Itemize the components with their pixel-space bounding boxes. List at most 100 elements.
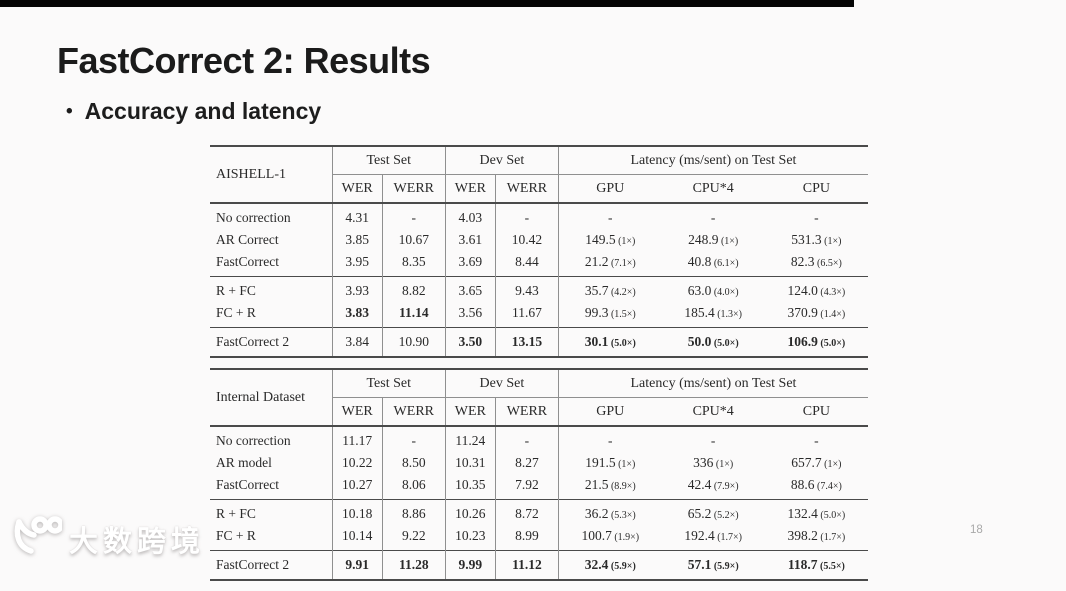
- value-cell: 132.4 (5.0×): [765, 500, 868, 526]
- value-cell: 63.0 (4.0×): [662, 277, 765, 303]
- cell-value: 3.69: [458, 254, 483, 269]
- cell-value: 3.84: [345, 334, 370, 349]
- cell-value: 336: [693, 455, 714, 470]
- value-cell: -: [765, 426, 868, 452]
- value-cell: 10.42: [494, 229, 559, 251]
- cell-value: 21.2: [584, 254, 609, 269]
- row-label: FC + R: [216, 528, 256, 543]
- column-header: GPU: [557, 397, 662, 427]
- cell-value: 13.15: [511, 334, 543, 349]
- column-header: WERR: [381, 174, 446, 204]
- row-label: FC + R: [216, 305, 256, 320]
- cell-value: 57.1: [687, 557, 712, 572]
- cell-value: 11.24: [455, 433, 486, 448]
- column-header: WERR: [494, 397, 559, 427]
- cell-value: -: [411, 210, 417, 225]
- cell-value: 9.43: [515, 283, 539, 298]
- value-cell: 8.82: [381, 276, 446, 302]
- value-cell: 8.35: [381, 251, 446, 277]
- value-cell: 106.9 (5.0×): [765, 328, 868, 358]
- cell-value: 100.7: [581, 528, 612, 543]
- cell-value: 10.26: [455, 506, 486, 521]
- cell-value: 42.4: [687, 477, 712, 492]
- value-cell: -: [494, 426, 559, 452]
- column-header: CPU*4: [661, 174, 765, 204]
- table-row: FastCorrect 10.27 8.06 10.35 7.92 21.5 (8.9×)…: [210, 474, 868, 500]
- value-cell: 9.22: [381, 525, 446, 551]
- cell-value: 3.65: [458, 283, 483, 298]
- cell-value: 10.22: [342, 455, 373, 470]
- cell-value: 118.7: [787, 557, 818, 572]
- value-cell: 191.5 (1×): [557, 452, 662, 474]
- cell-value: 8.82: [401, 283, 426, 298]
- cell-speedup: (1×): [821, 459, 842, 470]
- cell-value: 4.31: [345, 210, 370, 225]
- cell-value: 40.8: [687, 254, 712, 269]
- cell-value: 185.4: [684, 305, 715, 320]
- value-cell: 35.7 (4.2×): [557, 276, 662, 302]
- value-cell: 370.9 (1.4×): [765, 302, 868, 328]
- column-header: CPU*4: [661, 397, 765, 427]
- cell-speedup: (6.5×): [814, 258, 842, 269]
- column-header: WER: [444, 397, 496, 427]
- value-cell: -: [494, 203, 559, 229]
- value-cell: 88.6 (7.4×): [765, 474, 868, 500]
- table-row: R + FC 3.93 8.82 3.65 9.43 35.7 (4.2×) 63.0 (4…: [210, 276, 868, 303]
- value-cell: -: [765, 203, 868, 229]
- value-cell: 10.31: [444, 452, 496, 474]
- value-cell: 11.67: [494, 302, 559, 328]
- value-cell: -: [662, 426, 765, 452]
- value-cell: 118.7 (5.5×): [765, 551, 868, 581]
- bullet-marker-icon: •: [66, 100, 73, 122]
- tables-area: AISHELL-1 Test Set Dev Set Latency (ms/sent…: [210, 145, 868, 591]
- cell-value: 50.0: [687, 334, 712, 349]
- cell-value: 11.67: [511, 305, 542, 320]
- cell-value: 248.9: [688, 232, 719, 247]
- value-cell: 8.44: [494, 251, 559, 277]
- column-header: WER: [444, 174, 496, 204]
- cell-value: -: [524, 210, 530, 225]
- value-cell: 10.18: [331, 499, 383, 525]
- value-cell: 4.03: [444, 203, 496, 229]
- cell-speedup: (5.9×): [711, 561, 739, 572]
- value-cell: 10.67: [381, 229, 446, 251]
- row-label: FastCorrect 2: [216, 557, 290, 572]
- cell-value: 4.03: [458, 210, 483, 225]
- value-cell: -: [662, 203, 765, 229]
- value-cell: 185.4 (1.3×): [662, 302, 765, 328]
- cell-speedup: (4.2×): [608, 287, 636, 298]
- value-cell: 3.69: [444, 251, 496, 277]
- value-cell: 3.50: [444, 327, 496, 357]
- header-row-columns: WER WERR WER WERR GPU CPU*4 CPU: [210, 174, 868, 204]
- slide-title: FastCorrect 2: Results: [57, 40, 431, 82]
- cell-value: 3.83: [345, 305, 370, 320]
- value-cell: 11.14: [381, 302, 446, 328]
- cell-speedup: (5.0×): [608, 338, 636, 349]
- table-row: No correction 11.17 - 11.24 - - - -: [210, 426, 868, 452]
- watermark: 大数跨境: [10, 514, 205, 563]
- value-cell: 10.90: [381, 327, 446, 357]
- cell-value: -: [814, 210, 819, 225]
- cell-value: 63.0: [687, 283, 712, 298]
- cell-speedup: (5.0×): [817, 338, 846, 349]
- value-cell: 50.0 (5.0×): [662, 328, 765, 358]
- cell-speedup: (7.9×): [711, 481, 739, 492]
- cell-speedup: (1.7×): [714, 532, 743, 543]
- column-header: CPU: [764, 174, 868, 204]
- value-cell: 40.8 (6.1×): [662, 251, 765, 277]
- value-cell: 3.65: [444, 276, 496, 302]
- page-number: 18: [970, 524, 983, 536]
- cell-value: 82.3: [790, 254, 815, 269]
- row-label: R + FC: [216, 506, 256, 521]
- value-cell: 124.0 (4.3×): [765, 277, 868, 303]
- cell-value: 10.90: [398, 334, 429, 349]
- cell-value: 8.86: [401, 506, 426, 521]
- cell-value: 8.06: [401, 477, 426, 492]
- row-label: FastCorrect: [216, 477, 279, 492]
- value-cell: 82.3 (6.5×): [765, 251, 868, 277]
- cell-speedup: (1×): [615, 236, 636, 247]
- value-cell: 99.3 (1.5×): [557, 302, 662, 328]
- value-cell: 3.84: [331, 327, 383, 357]
- cell-value: 9.22: [401, 528, 426, 543]
- cell-value: 657.7: [791, 455, 822, 470]
